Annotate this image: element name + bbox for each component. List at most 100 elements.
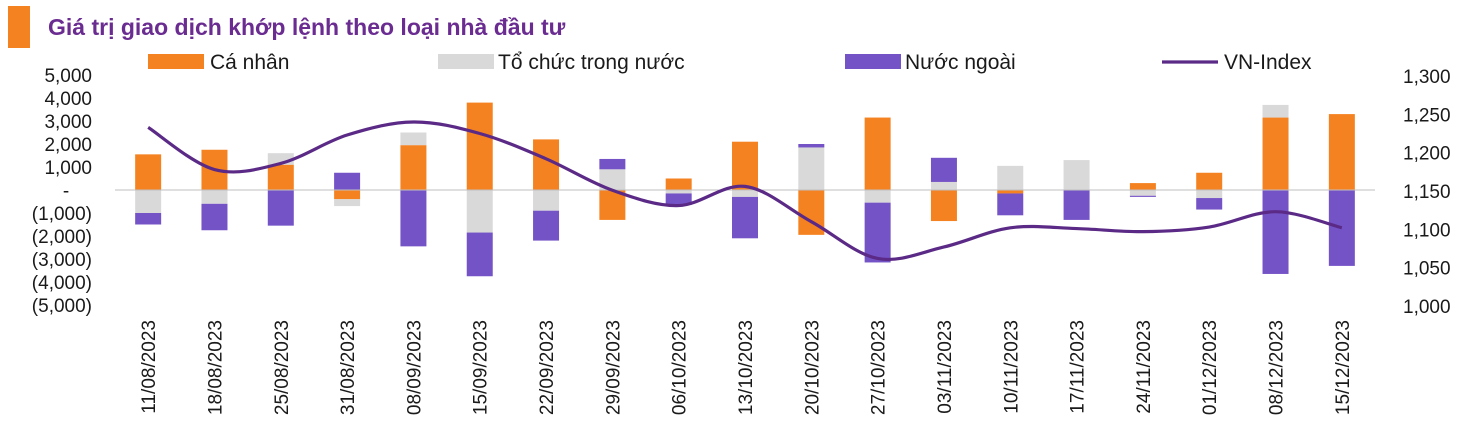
x-tick-label: 29/09/2023	[603, 320, 624, 415]
left-tick-label: 1,000	[44, 158, 92, 179]
bar-nuoc-ngoai	[665, 193, 692, 205]
bar-ca-nhan	[864, 117, 891, 190]
bar-to-chuc-trong-nuoc	[930, 181, 957, 190]
legend-label-vn-index: VN-Index	[1224, 51, 1312, 74]
bar-ca-nhan	[732, 141, 758, 190]
bar-to-chuc-trong-nuoc	[1129, 190, 1156, 196]
bar-to-chuc-trong-nuoc	[798, 147, 825, 190]
bar-ca-nhan	[466, 102, 493, 190]
bar-to-chuc-trong-nuoc	[201, 190, 228, 204]
bar-nuoc-ngoai	[334, 172, 361, 190]
x-tick-label: 20/10/2023	[802, 320, 823, 415]
bar-to-chuc-trong-nuoc	[466, 190, 493, 233]
right-tick-label: 1,300	[1403, 67, 1451, 88]
bar-to-chuc-trong-nuoc	[1262, 104, 1289, 118]
right-tick-label: 1,150	[1403, 182, 1451, 203]
legend-label-nuoc-ngoai: Nước ngoài	[905, 51, 1016, 74]
left-tick-label: (4,000)	[32, 273, 92, 294]
bar-ca-nhan	[997, 190, 1024, 194]
x-tick-label: 10/11/2023	[1001, 320, 1022, 414]
left-tick-label: 4,000	[44, 89, 92, 110]
legend-swatch-ca-nhan	[148, 54, 204, 69]
bar-to-chuc-trong-nuoc	[267, 153, 294, 165]
bar-nuoc-ngoai	[1262, 190, 1289, 274]
x-tick-label: 15/09/2023	[471, 320, 492, 415]
left-tick-label: (1,000)	[32, 204, 92, 225]
bar-ca-nhan	[1328, 114, 1355, 190]
line-vn-index	[147, 120, 1343, 261]
x-tick-label: 22/09/2023	[537, 320, 558, 415]
bar-to-chuc-trong-nuoc	[1063, 160, 1090, 190]
right-axis: 1,000 1,050 1,100 1,150 1,200 1,250 1,300	[1403, 67, 1451, 318]
bar-to-chuc-trong-nuoc	[997, 165, 1024, 190]
bar-ca-nhan	[665, 178, 692, 190]
x-tick-label: 31/08/2023	[338, 320, 359, 415]
x-tick-label: 08/12/2023	[1267, 320, 1288, 415]
bar-to-chuc-trong-nuoc	[334, 199, 361, 207]
left-tick-label: 5,000	[44, 66, 92, 87]
left-tick-label: 3,000	[44, 112, 92, 133]
bar-to-chuc-trong-nuoc	[1196, 190, 1223, 199]
left-tick-label: 2,000	[44, 135, 92, 156]
right-tick-label: 1,000	[1403, 297, 1451, 318]
left-tick-label: (5,000)	[32, 296, 92, 317]
bar-nuoc-ngoai	[864, 202, 891, 263]
x-tick-label: 11/08/2023	[139, 320, 160, 414]
right-tick-label: 1,050	[1403, 259, 1451, 280]
bar-to-chuc-trong-nuoc	[665, 190, 692, 194]
bar-nuoc-ngoai	[1063, 190, 1090, 220]
bar-ca-nhan	[135, 154, 162, 190]
x-tick-label: 25/08/2023	[272, 320, 293, 415]
bar-nuoc-ngoai	[533, 210, 560, 241]
bar-nuoc-ngoai	[1328, 190, 1355, 266]
bar-ca-nhan	[1129, 183, 1156, 190]
bar-ca-nhan	[1262, 117, 1289, 190]
bar-ca-nhan	[1196, 172, 1223, 190]
bar-nuoc-ngoai	[997, 193, 1024, 216]
legend: Cá nhân Tổ chức trong nước Nước ngoài VN-In…	[148, 51, 1312, 74]
bar-to-chuc-trong-nuoc	[135, 190, 162, 213]
bar-nuoc-ngoai	[599, 158, 626, 170]
bar-ca-nhan	[533, 139, 560, 190]
bar-series	[135, 102, 1355, 277]
legend-swatch-to-chuc-trong-nuoc	[438, 54, 494, 69]
bar-nuoc-ngoai	[466, 232, 493, 277]
legend-label-ca-nhan: Cá nhân	[210, 51, 289, 74]
line-series	[147, 120, 1343, 261]
chart-title: Giá trị giao dịch khớp lệnh theo loại nh…	[48, 14, 566, 40]
bar-nuoc-ngoai	[1196, 198, 1223, 210]
x-tick-label: 08/09/2023	[404, 320, 425, 415]
x-tick-label: 27/10/2023	[869, 320, 890, 415]
x-tick-label: 01/12/2023	[1200, 320, 1221, 415]
x-axis-labels: 11/08/2023 18/08/2023 25/08/2023 31/08/2023…	[139, 320, 1354, 415]
legend-label-to-chuc-trong-nuoc: Tổ chức trong nước	[498, 51, 685, 74]
bar-nuoc-ngoai	[135, 213, 162, 225]
x-tick-label: 18/08/2023	[205, 320, 226, 415]
x-tick-label: 24/11/2023	[1134, 320, 1155, 414]
right-tick-label: 1,100	[1403, 220, 1451, 241]
bar-ca-nhan	[267, 164, 294, 190]
bar-to-chuc-trong-nuoc	[864, 190, 891, 203]
right-tick-label: 1,200	[1403, 144, 1451, 165]
bar-nuoc-ngoai	[1129, 195, 1156, 197]
left-tick-label: -	[63, 181, 69, 202]
bar-to-chuc-trong-nuoc	[732, 190, 758, 197]
bar-ca-nhan	[930, 190, 957, 222]
left-tick-label: (2,000)	[32, 227, 92, 248]
bar-nuoc-ngoai	[267, 190, 294, 226]
x-tick-label: 03/11/2023	[935, 320, 956, 414]
x-tick-label: 15/12/2023	[1333, 320, 1354, 415]
right-tick-label: 1,250	[1403, 105, 1451, 126]
x-tick-label: 17/11/2023	[1068, 320, 1089, 414]
bar-nuoc-ngoai	[400, 190, 427, 247]
left-tick-label: (3,000)	[32, 250, 92, 271]
bar-to-chuc-trong-nuoc	[599, 169, 626, 190]
bar-ca-nhan	[334, 190, 361, 200]
bar-ca-nhan	[599, 190, 626, 220]
bar-to-chuc-trong-nuoc	[400, 132, 427, 146]
legend-swatch-nuoc-ngoai	[845, 54, 901, 69]
bar-nuoc-ngoai	[732, 196, 758, 239]
title-accent-bar	[8, 6, 30, 48]
left-axis: (5,000)(4,000)(3,000)(2,000)(1,000)-1,00…	[32, 66, 92, 317]
